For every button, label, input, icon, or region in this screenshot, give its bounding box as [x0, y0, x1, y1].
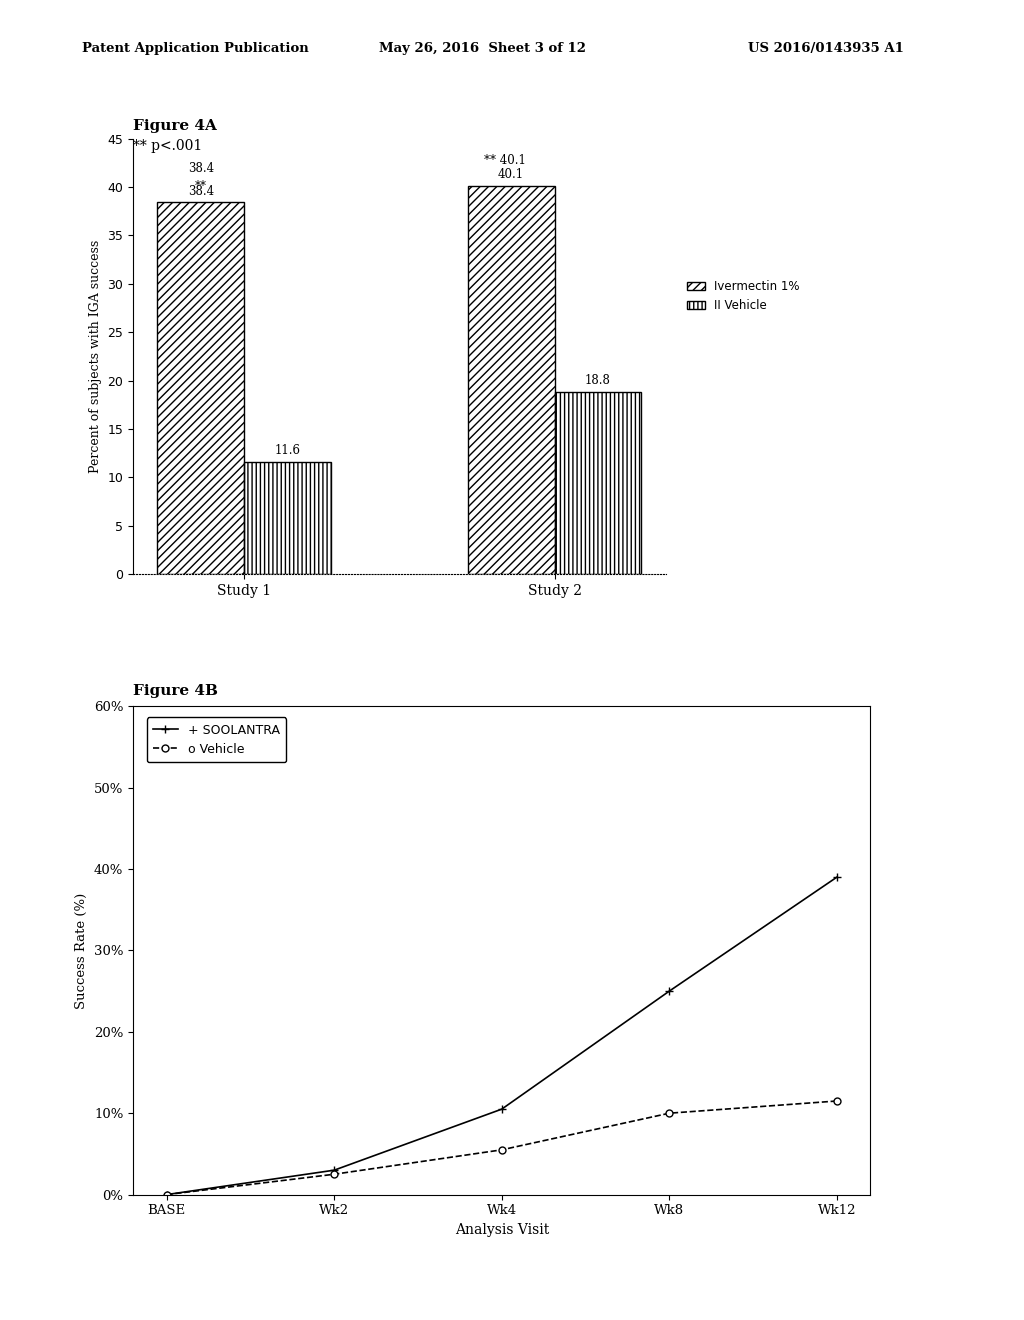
+ SOOLANTRA — [830, 869, 843, 884]
Bar — [244, 462, 331, 574]
Text: May 26, 2016  Sheet 3 of 12: May 26, 2016 Sheet 3 of 12 — [379, 42, 586, 55]
Text: ** 40.1: ** 40.1 — [484, 153, 525, 166]
+ SOOLANTRA — [161, 1187, 173, 1203]
Legend: + SOOLANTRA, o Vehicle: + SOOLANTRA, o Vehicle — [146, 717, 287, 762]
Text: Figure 4B: Figure 4B — [133, 684, 218, 698]
+ SOOLANTRA — [496, 1101, 508, 1117]
Y-axis label: Success Rate (%): Success Rate (%) — [76, 892, 88, 1008]
Text: 38.4: 38.4 — [187, 162, 214, 176]
Text: 40.1: 40.1 — [498, 168, 524, 181]
Y-axis label: Percent of subjects with IGA success: Percent of subjects with IGA success — [89, 240, 102, 473]
+ SOOLANTRA — [664, 983, 676, 999]
Legend: Ivermectin 1%, II Vehicle: Ivermectin 1%, II Vehicle — [682, 275, 804, 317]
o Vehicle — [496, 1142, 508, 1158]
Text: 18.8: 18.8 — [585, 375, 611, 387]
o Vehicle — [830, 1093, 843, 1109]
Text: **: ** — [195, 180, 207, 193]
Text: 11.6: 11.6 — [274, 444, 301, 457]
o Vehicle — [664, 1105, 676, 1121]
X-axis label: Analysis Visit: Analysis Visit — [455, 1222, 549, 1237]
Text: US 2016/0143935 A1: US 2016/0143935 A1 — [748, 42, 903, 55]
Text: 38.4: 38.4 — [187, 185, 214, 198]
Line: + SOOLANTRA: + SOOLANTRA — [163, 873, 841, 1199]
Text: Patent Application Publication: Patent Application Publication — [82, 42, 308, 55]
o Vehicle — [161, 1187, 173, 1203]
+ SOOLANTRA — [328, 1163, 340, 1179]
Line: o Vehicle: o Vehicle — [163, 1097, 841, 1199]
Text: ** p<.001: ** p<.001 — [133, 139, 203, 153]
Text: Figure 4A: Figure 4A — [133, 119, 217, 133]
Bar — [158, 202, 244, 574]
o Vehicle — [328, 1167, 340, 1183]
Bar — [468, 186, 555, 574]
Bar — [555, 392, 641, 574]
